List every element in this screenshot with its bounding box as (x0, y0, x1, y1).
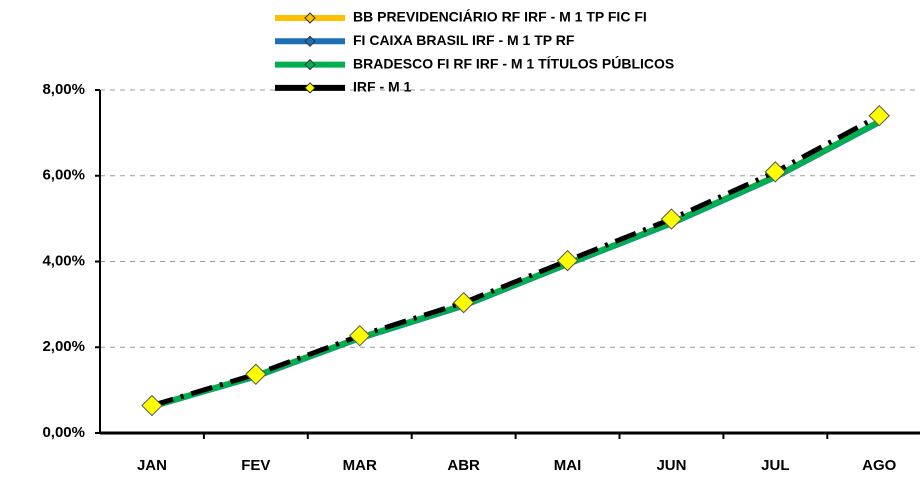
data-point (452, 291, 475, 314)
x-tick-label: FEV (241, 457, 270, 474)
data-point (556, 249, 579, 272)
data-point (868, 105, 890, 127)
legend-label: BRADESCO FI RF IRF - M 1 TÍTULOS PÚBLICO… (353, 54, 674, 71)
legend-marker (304, 82, 316, 94)
x-tick-label: ABR (447, 457, 480, 474)
y-tick-label: 0,00% (42, 424, 85, 441)
series-line (151, 119, 881, 410)
legend-label: IRF - M 1 (353, 79, 412, 95)
legend-label: BB PREVIDENCIÁRIO RF IRF - M 1 TP FIC FI (353, 9, 647, 25)
series-line (151, 119, 881, 410)
data-point (660, 208, 683, 230)
y-tick-label: 2,00% (42, 338, 85, 355)
series-line (151, 113, 881, 408)
x-tick-label: AGO (862, 457, 897, 474)
x-tick-label: MAI (554, 457, 582, 474)
x-tick-label: JUL (761, 457, 789, 474)
series-line (151, 119, 881, 410)
data-point (764, 161, 787, 183)
legend-marker (304, 58, 316, 71)
data-point (141, 394, 163, 417)
legend-marker (304, 35, 316, 48)
x-tick-label: JAN (137, 457, 167, 474)
data-point (349, 324, 371, 347)
data-point (245, 363, 267, 385)
y-tick-label: 6,00% (42, 167, 85, 184)
legend-marker (304, 12, 316, 24)
x-tick-label: MAR (343, 457, 377, 474)
legend-label: FI CAIXA BRASIL IRF - M 1 TP RF (353, 32, 575, 48)
x-tick-label: JUN (656, 457, 686, 474)
y-tick-label: 4,00% (42, 252, 85, 269)
y-tick-label: 8,00% (42, 81, 85, 98)
